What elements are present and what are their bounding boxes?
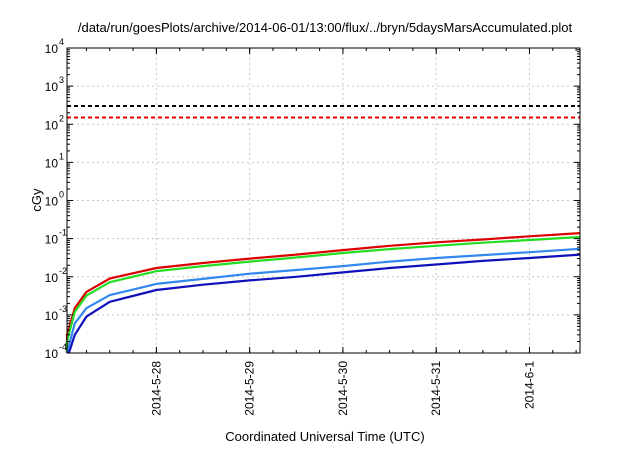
y-axis-label: cGy — [29, 188, 44, 212]
y-tick-exponent: -4 — [59, 342, 67, 352]
x-tick-label: 2014-6-1 — [522, 361, 536, 409]
y-tick-label: 10 — [45, 347, 59, 361]
y-tick-exponent: -3 — [59, 304, 67, 314]
series-line — [67, 253, 581, 354]
y-tick-label: 10 — [45, 195, 59, 209]
y-tick-exponent: 3 — [59, 75, 64, 85]
x-axis-label: Coordinated Universal Time (UTC) — [225, 429, 424, 444]
x-axis-ticks: 2014-5-28 2014-5-29 2014-5-30 2014-5-31 2014… — [85, 48, 577, 416]
y-tick-exponent: 4 — [59, 37, 64, 47]
chart-title: /data/run/goesPlots/archive/2014-06-01/1… — [78, 20, 573, 35]
y-tick-exponent: 0 — [59, 190, 64, 200]
y-tick-exponent: -1 — [59, 228, 67, 238]
x-tick-label: 2014-5-29 — [243, 361, 257, 416]
y-tick-exponent: -2 — [59, 266, 67, 276]
y-tick-label: 10 — [45, 80, 59, 94]
y-tick-label: 10 — [45, 309, 59, 323]
y-tick-label: 10 — [45, 118, 59, 132]
threshold-lines — [67, 105, 580, 119]
y-tick-label: 10 — [45, 271, 59, 285]
x-tick-label: 2014-5-30 — [336, 361, 350, 416]
data-series — [65, 232, 581, 354]
x-tick-label: 2014-5-31 — [429, 361, 443, 416]
y-tick-exponent: 1 — [59, 151, 64, 161]
y-tick-label: 10 — [45, 156, 59, 170]
series-line — [65, 232, 581, 353]
y-tick-label: 10 — [45, 233, 59, 247]
x-tick-label: 2014-5-28 — [149, 361, 163, 416]
grid-lines — [67, 47, 580, 354]
series-line — [65, 235, 581, 353]
y-tick-label: 10 — [45, 42, 59, 56]
y-tick-exponent: 2 — [59, 113, 64, 123]
series-line — [65, 247, 581, 354]
